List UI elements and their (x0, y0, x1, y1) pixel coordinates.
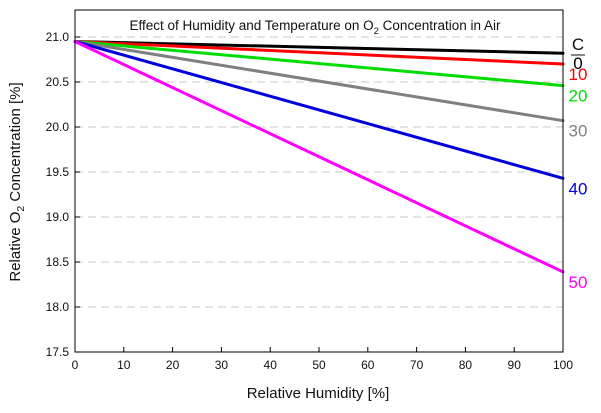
y-axis-title: Relative O2 Concentration [%] (7, 82, 27, 281)
x-axis-title: Relative Humidity [%] (247, 385, 390, 402)
series-lines (73, 40, 565, 274)
series-label-20: 20 (569, 87, 588, 106)
x-tick-label: 20 (166, 358, 180, 372)
y-tick-label: 20.5 (46, 75, 70, 89)
series-label-50: 50 (569, 273, 588, 292)
series-line-30 (73, 40, 565, 123)
series-line-20 (73, 40, 565, 88)
y-tick-label: 19.0 (46, 210, 70, 224)
y-tick-label: 19.5 (46, 165, 70, 179)
y-tick-label: 18.0 (46, 300, 70, 314)
legend-header: C (572, 35, 584, 54)
series-label-30: 30 (569, 122, 588, 141)
x-tick-label: 0 (72, 358, 79, 372)
x-tick-label: 70 (410, 358, 424, 372)
series-label-40: 40 (569, 179, 588, 198)
y-tick-label: 17.5 (46, 345, 70, 359)
x-tick-label: 60 (361, 358, 375, 372)
chart-title: Effect of Humidity and Temperature on O2… (129, 18, 501, 37)
series-label-10: 10 (569, 65, 588, 84)
x-tick-label: 90 (508, 358, 522, 372)
y-tick-label: 18.5 (46, 255, 70, 269)
series-line-50 (73, 40, 565, 274)
series-line-0 (73, 40, 565, 55)
x-tick-label: 30 (215, 358, 229, 372)
x-tick-label: 10 (117, 358, 131, 372)
series-line-10 (73, 40, 565, 66)
x-tick-label: 80 (459, 358, 473, 372)
y-tick-label: 21.0 (46, 30, 70, 44)
axis-ticks: 17.5 18.0 18.5 19.0 19.5 20.0 20.5 21.0 0 10 20 30 4… (46, 30, 574, 372)
series-labels: 010 20 30 40 50 (569, 54, 588, 292)
series-line-40 (73, 40, 565, 180)
x-tick-label: 100 (553, 358, 573, 372)
series-label-0: 0 (573, 54, 582, 73)
x-tick-label: 40 (264, 358, 278, 372)
grid-lines (75, 36, 563, 308)
y-tick-label: 20.0 (46, 120, 70, 134)
x-tick-label: 50 (312, 358, 326, 372)
